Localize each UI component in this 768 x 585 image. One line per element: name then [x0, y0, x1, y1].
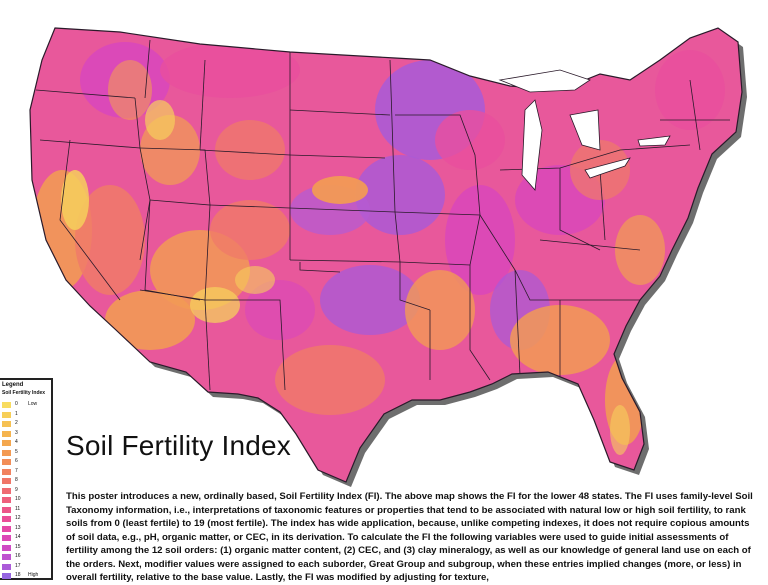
legend-class-12: 12 — [2, 515, 52, 523]
state-borders — [35, 39, 730, 391]
legend-class-10: 10 — [2, 496, 52, 504]
legend-value: 16 — [15, 553, 21, 559]
legend-value: 18 — [15, 572, 21, 578]
legend-value: 15 — [15, 543, 21, 550]
legend-swatch — [2, 430, 11, 437]
lake-michigan — [521, 99, 543, 191]
legend-class-5: 5 — [2, 448, 52, 457]
legend-class-7: 7 — [2, 467, 52, 476]
legend-class-17: 17 — [2, 562, 52, 571]
lake-superior — [498, 69, 591, 93]
legend-swatch — [2, 535, 11, 541]
legend-class-0: 0 Low — [2, 401, 52, 409]
legend-class-15: 15 — [2, 543, 52, 552]
legend-subheading: Soil Fertility Index — [2, 390, 46, 396]
legend-value: 13 — [15, 524, 21, 531]
legend-swatch — [2, 449, 11, 456]
legend-class-6: 6 — [2, 458, 52, 466]
legend-value: 2 — [15, 420, 18, 426]
legend-class-18: 18 High — [2, 572, 52, 580]
legend-swatch — [2, 516, 11, 522]
legend-high-label: High — [28, 572, 39, 578]
legend-class-2: 2 — [2, 420, 52, 428]
legend-swatch — [2, 487, 11, 494]
legend-swatch — [2, 440, 11, 446]
description-paragraph: This poster introduces a new, ordinally … — [66, 491, 753, 583]
lake-erie — [584, 157, 631, 179]
legend-swatch — [2, 459, 11, 465]
legend-swatch — [2, 544, 11, 551]
legend-swatch — [2, 525, 11, 532]
legend-value: 1 — [15, 410, 18, 417]
legend-value: 11 — [15, 505, 21, 512]
legend-class-4: 4 — [2, 439, 52, 447]
legend-value: 17 — [15, 562, 21, 569]
legend-class-1: 1 — [2, 410, 52, 419]
legend-value: 3 — [15, 429, 18, 436]
legend-swatch — [2, 573, 11, 579]
legend-heading: Legend — [2, 382, 24, 388]
page-title: Soil Fertility Index — [66, 430, 291, 461]
legend-class-16: 16 — [2, 553, 52, 561]
legend-value: 14 — [15, 534, 21, 540]
legend-class-13: 13 — [2, 524, 52, 533]
legend-swatch — [2, 554, 11, 560]
legend-class-9: 9 — [2, 486, 52, 495]
legend-value: 9 — [15, 486, 18, 493]
legend-swatch — [2, 497, 11, 503]
legend-swatch — [2, 411, 11, 418]
legend-swatch — [2, 563, 11, 570]
legend-class-8: 8 — [2, 477, 52, 485]
legend-value: 10 — [15, 496, 21, 502]
map-legend: Legend Soil Fertility Index 0 Low 1 2 3 4 5 6 7 8… — [0, 378, 53, 580]
legend-swatch — [2, 468, 11, 475]
legend-value: 5 — [15, 448, 18, 455]
legend-value: 4 — [15, 439, 18, 445]
legend-value: 7 — [15, 467, 18, 474]
legend-value: 12 — [15, 515, 21, 521]
legend-value: 6 — [15, 458, 18, 464]
soil-fertility-map — [29, 27, 747, 487]
legend-value: 8 — [15, 477, 18, 483]
legend-swatch — [2, 478, 11, 484]
legend-swatch — [2, 506, 11, 513]
legend-class-3: 3 — [2, 429, 52, 438]
legend-class-11: 11 — [2, 505, 52, 514]
lake-ontario — [637, 135, 671, 147]
legend-low-label: Low — [28, 401, 38, 407]
lake-huron — [569, 109, 601, 151]
legend-value: 0 — [15, 401, 18, 407]
legend-swatch — [2, 402, 11, 408]
legend-swatch — [2, 421, 11, 427]
legend-class-14: 14 — [2, 534, 52, 542]
